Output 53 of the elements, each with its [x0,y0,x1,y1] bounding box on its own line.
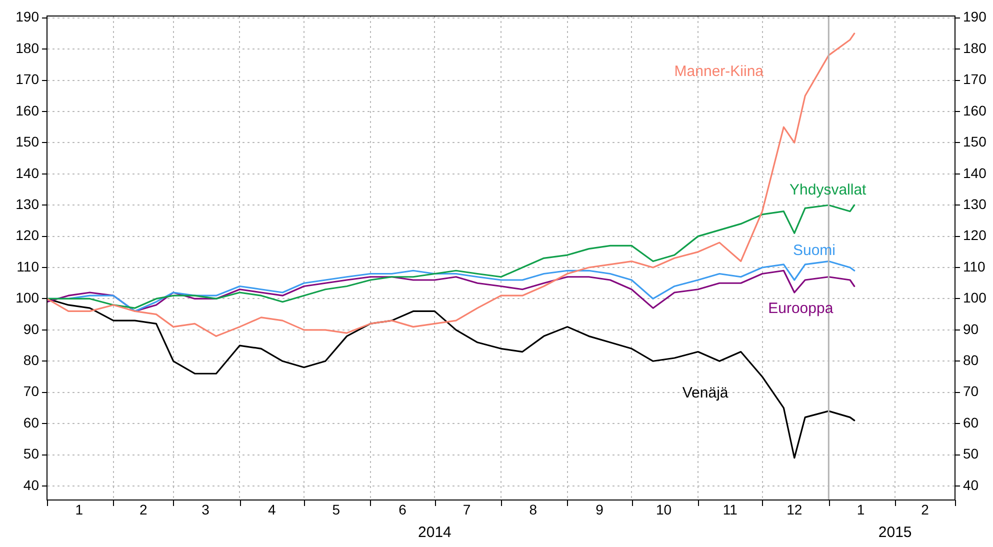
y-tick-label: 60 [23,414,40,430]
x-tick-label: 11 [722,501,738,518]
y-tick-label: 180 [16,40,40,56]
y-tick-label: 170 [16,71,40,88]
y2-tick-label: 110 [963,258,986,274]
y-tick-label: 40 [23,476,40,493]
x-tick-label: 4 [268,501,276,518]
y2-tick-label: 40 [963,476,979,493]
x-tick-label: 1 [75,501,84,518]
x-tick-label: 7 [462,501,471,518]
y-tick-label: 190 [16,8,40,25]
x-tick-label: 5 [332,501,340,518]
y-tick-label: 110 [16,258,40,274]
y-tick-label: 90 [23,320,40,337]
series-label: Venäjä [682,384,729,402]
y2-tick-label: 100 [963,290,987,306]
y2-tick-label: 150 [963,134,987,150]
y-tick-label: 150 [16,134,40,150]
x-tick-label: 1 [856,501,865,518]
y2-tick-label: 120 [963,227,987,244]
y-tick-label: 80 [23,352,40,368]
text: 2014 [418,524,452,542]
y2-tick-label: 60 [963,414,979,430]
y-tick-label: 50 [23,446,40,462]
y2-tick-label: 50 [963,446,979,462]
y-tick-label: 70 [23,383,40,400]
y-tick-label: 120 [16,227,40,244]
x-tick-label: 9 [596,501,604,518]
y2-tick-label: 70 [963,383,979,400]
y-tick-label: 160 [16,102,40,118]
x-tick-label: 3 [202,501,210,518]
x-tick-label: 12 [786,501,802,518]
series-label: Yhdysvallat [790,181,868,198]
text: Manner-Kiina [674,62,764,80]
text: 2015 [878,524,912,542]
x-tick-label: 8 [529,501,538,518]
y2-tick-label: 170 [963,71,987,88]
y-tick-label: 100 [16,290,40,306]
x-tick-label: 6 [398,501,407,518]
x-tick-label: 2 [921,501,930,518]
y-tick-label: 140 [16,164,40,181]
y2-tick-label: 160 [963,102,987,118]
y2-tick-label: 190 [963,8,987,25]
series-label: Suomi [792,242,836,259]
y2-tick-label: 90 [963,320,979,337]
x-tick-label: 2 [139,501,148,518]
y-tick-label: 130 [16,196,40,212]
y2-tick-label: 80 [963,352,979,368]
y2-tick-label: 180 [963,40,987,56]
x-tick-label: 10 [656,501,672,518]
series-label: Eurooppa [768,300,834,317]
y2-tick-label: 140 [963,164,987,181]
y2-tick-label: 130 [963,196,987,212]
